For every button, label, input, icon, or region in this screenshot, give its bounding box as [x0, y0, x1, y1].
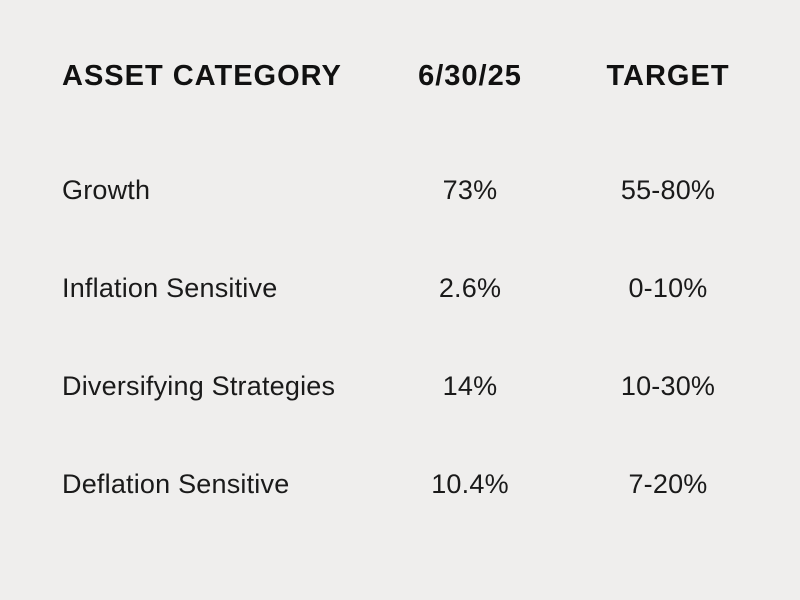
table-header-row: ASSET CATEGORY 6/30/25 TARGET [62, 58, 788, 94]
category-label: Growth [62, 175, 151, 205]
asset-allocation-table: ASSET CATEGORY 6/30/25 TARGET Growth 73%… [62, 58, 788, 502]
column-header-target: TARGET [606, 60, 730, 92]
category-label: Inflation Sensitive [62, 273, 278, 303]
target-range: 55-80% [620, 175, 716, 205]
asof-value: 2.6% [438, 273, 502, 303]
column-header-asof-date: 6/30/25 [418, 60, 522, 92]
table-row-deflation-sensitive: Deflation Sensitive 10.4% 7-20% [62, 466, 788, 502]
column-header-asset-category: ASSET CATEGORY [62, 60, 342, 92]
table-row-inflation-sensitive: Inflation Sensitive 2.6% 0-10% [62, 270, 788, 306]
category-label: Deflation Sensitive [62, 469, 290, 499]
table-row-growth: Growth 73% 55-80% [62, 172, 788, 208]
asof-value: 10.4% [431, 469, 509, 499]
target-range: 7-20% [628, 469, 708, 499]
table-row-diversifying-strategies: Diversifying Strategies 14% 10-30% [62, 368, 788, 404]
asof-value: 14% [442, 371, 498, 401]
target-range: 10-30% [620, 371, 716, 401]
category-label: Diversifying Strategies [62, 371, 336, 401]
target-range: 0-10% [628, 273, 708, 303]
asof-value: 73% [442, 175, 498, 205]
